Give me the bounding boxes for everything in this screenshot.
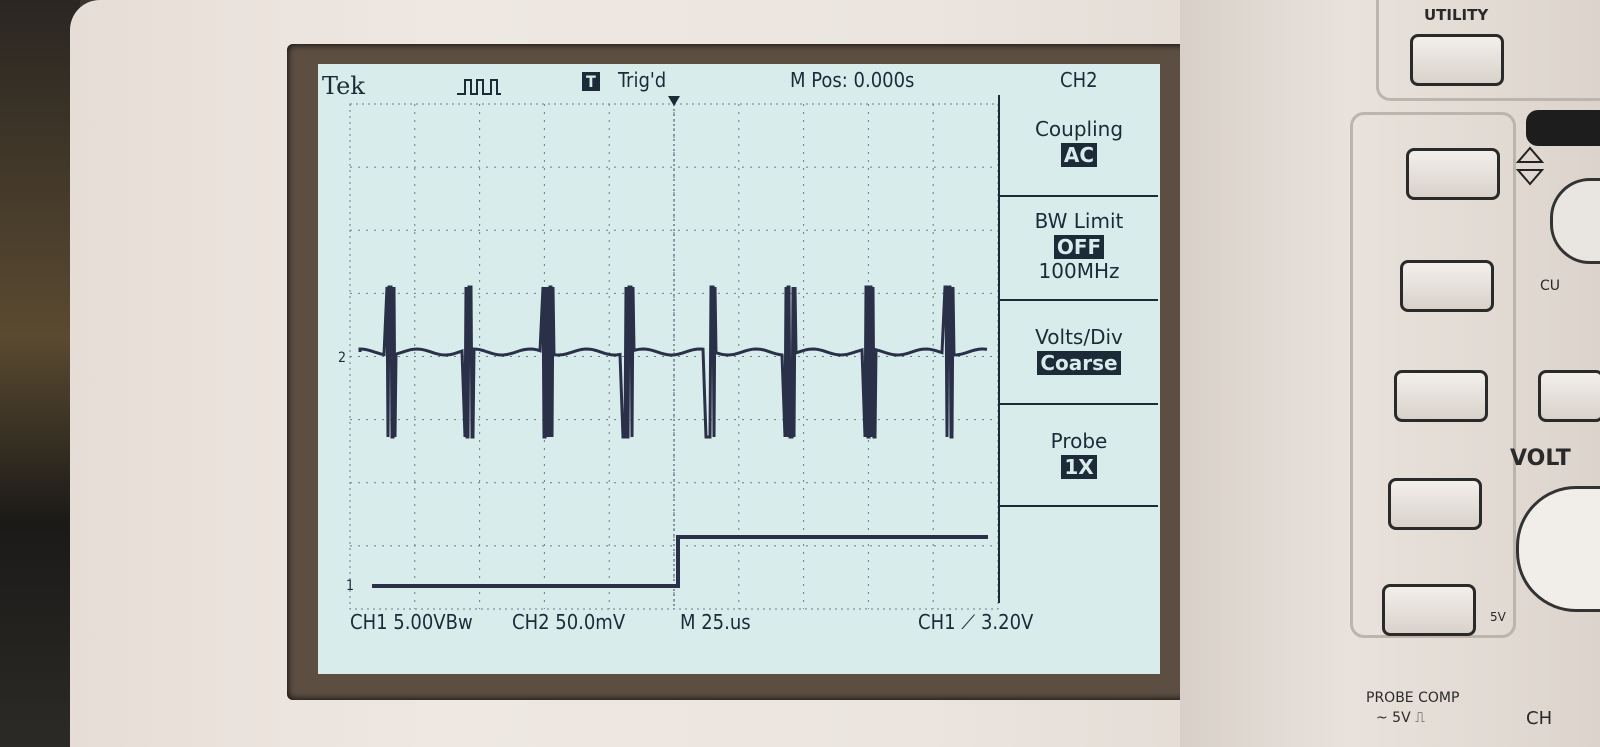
menu-bw-value: OFF (1054, 235, 1104, 259)
background-left (0, 0, 80, 747)
utility-button[interactable] (1410, 34, 1504, 86)
position-readout: M Pos: 0.000s (790, 68, 914, 92)
menu-probe[interactable]: Probe 1X (1000, 407, 1158, 507)
volts-label: VOLT (1510, 446, 1571, 471)
ch1-marker: 1 (346, 578, 354, 594)
ch-label: CH (1526, 708, 1552, 729)
control-panel: UTILITY CU VOLT 5V PROBE COMP ~ 5V ⎍ CH (1180, 0, 1600, 747)
timebase: M 25.us (680, 610, 751, 634)
menu-coupling-value: AC (1061, 143, 1097, 167)
menu-button-right[interactable] (1538, 370, 1600, 422)
option-button-5[interactable] (1382, 584, 1476, 636)
probe-comp-value: ~ 5V ⎍ (1376, 710, 1425, 726)
menu-coupling-label: Coupling (1000, 117, 1158, 141)
channel-menu: Coupling AC BW Limit OFF 100MHz Volts/Di… (998, 95, 1158, 603)
menu-coupling[interactable]: Coupling AC (1000, 95, 1158, 197)
menu-empty[interactable] (1000, 509, 1158, 601)
channel-label: CH2 (1060, 68, 1098, 92)
menu-volts-label: Volts/Div (1000, 325, 1158, 349)
probe-comp-label: PROBE COMP (1366, 690, 1459, 706)
menu-probe-label: Probe (1000, 429, 1158, 453)
cursor-label: CU (1540, 278, 1560, 294)
option-button-2[interactable] (1400, 260, 1494, 312)
position-knob[interactable] (1550, 178, 1600, 264)
trigger-status: Trig'd (618, 68, 666, 92)
ch1-scale: CH1 5.00VBw (350, 610, 473, 634)
acquisition-icon (455, 74, 503, 98)
trigger-icon: T (582, 72, 600, 91)
menu-bw-limit[interactable]: BW Limit OFF 100MHz (1000, 199, 1158, 301)
option-button-3[interactable] (1394, 370, 1488, 422)
utility-label: UTILITY (1424, 6, 1488, 24)
option-button-1[interactable] (1406, 148, 1500, 200)
menu-volts-div[interactable]: Volts/Div Coarse (1000, 303, 1158, 405)
menu-bw-extra: 100MHz (1000, 259, 1158, 283)
option-button-4[interactable] (1388, 478, 1482, 530)
ch2-scale: CH2 50.0mV (512, 610, 625, 634)
ch2-marker: 2 (338, 350, 346, 366)
up-down-arrow-icon (1516, 146, 1544, 186)
five-volt-label: 5V (1490, 610, 1506, 624)
menu-volts-value: Coarse (1037, 351, 1120, 375)
volts-div-knob[interactable] (1516, 486, 1600, 612)
menu-bw-label: BW Limit (1000, 209, 1158, 233)
trigger-readout: CH1 ⟋ 3.20V (918, 610, 1033, 634)
menu-probe-value: 1X (1061, 455, 1096, 479)
brand-label: Tek (322, 72, 365, 100)
position-knob-badge (1526, 110, 1600, 146)
ch1-waveform (372, 537, 988, 586)
